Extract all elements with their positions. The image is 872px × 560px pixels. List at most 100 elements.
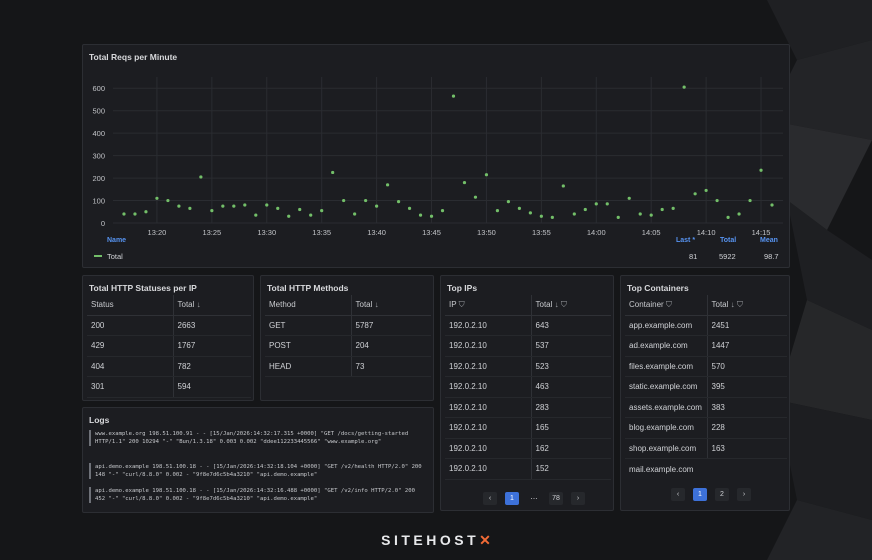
top-ips-panel: Top IPs IP ⛉ Total ↓ ⛉ 192.0.2.10 643 192…: [440, 275, 614, 511]
data-point: [287, 214, 291, 218]
col-header-total[interactable]: Total ↓: [172, 295, 251, 316]
col-header-total[interactable]: Total ↓: [350, 295, 431, 316]
log-line[interactable]: api.demo.example 198.51.100.18 - - [15/J…: [89, 463, 423, 479]
table-row: 192.0.2.10 162: [445, 438, 611, 459]
reqs-per-minute-panel: Total Reqs per Minute 0 100 200 300 400 500 60…: [82, 44, 790, 268]
prev-page-button[interactable]: ‹: [483, 492, 497, 505]
data-point: [155, 196, 159, 200]
x-tick-label: 13:25: [202, 228, 221, 237]
http-statuses-panel: Total HTTP Statuses per IP Status Total …: [82, 275, 254, 401]
data-point: [276, 206, 280, 210]
data-point: [759, 168, 763, 172]
legend-header-mean[interactable]: Mean: [760, 237, 778, 244]
x-tick-label: 14:00: [587, 228, 606, 237]
data-point: [495, 209, 500, 213]
legend-last-value: 81: [689, 252, 698, 261]
table-row: static.example.com 395: [625, 376, 787, 398]
legend-mean-value: 98.7: [764, 252, 779, 261]
y-tick-label: 600: [92, 84, 105, 93]
data-point: [342, 198, 346, 203]
data-point: [660, 207, 664, 212]
filter-icon[interactable]: ⛉: [458, 299, 465, 309]
page-2-button[interactable]: 2: [715, 488, 729, 501]
next-page-button[interactable]: ›: [737, 488, 751, 501]
panel-title: Total HTTP Methods: [267, 283, 349, 293]
data-point: [188, 206, 192, 210]
col-header-total[interactable]: Total ↓ ⛉: [706, 295, 787, 316]
col-header-total[interactable]: Total ↓ ⛉: [530, 295, 611, 316]
data-point: [254, 213, 258, 217]
data-point: [726, 215, 730, 219]
filter-icon[interactable]: ⛉: [736, 299, 743, 309]
containers-pagination: ‹ 1 2 ›: [671, 488, 751, 501]
col-header-status[interactable]: Status: [87, 295, 173, 316]
data-point: [133, 212, 137, 216]
y-tick-label: 100: [92, 197, 105, 206]
brand-x-icon: ✕: [479, 532, 491, 548]
table-row: assets.example.com 383: [625, 397, 787, 418]
next-page-button[interactable]: ›: [571, 492, 585, 505]
y-tick-label: 0: [101, 219, 105, 228]
page-1-button[interactable]: 1: [693, 488, 707, 501]
y-tick-label: 400: [92, 129, 105, 138]
data-point: [440, 209, 445, 213]
sort-desc-icon[interactable]: ↓: [554, 299, 559, 309]
prev-page-button[interactable]: ‹: [671, 488, 685, 501]
panel-title: Top Containers: [627, 283, 689, 293]
http-methods-panel: Total HTTP Methods Method Total ↓ GET 578…: [260, 275, 434, 401]
legend-header-total[interactable]: Total: [720, 237, 737, 244]
filter-icon[interactable]: ⛉: [665, 299, 672, 309]
data-point: [528, 211, 532, 215]
x-tick-label: 14:15: [752, 228, 771, 237]
panel-title: Total HTTP Statuses per IP: [89, 283, 197, 293]
data-point: [572, 212, 576, 216]
col-header-method[interactable]: Method: [265, 295, 351, 316]
x-tick-label: 13:30: [257, 228, 276, 237]
col-header-container[interactable]: Container ⛉: [625, 295, 707, 316]
containers-table: Container ⛉ Total ↓ ⛉ app.example.com 245…: [625, 295, 787, 479]
data-point: [407, 206, 412, 210]
col-header-ip[interactable]: IP ⛉: [445, 295, 531, 316]
legend-header-last[interactable]: Last *: [676, 237, 696, 244]
data-point: [649, 213, 653, 217]
data-point: [375, 204, 379, 208]
x-tick-label: 13:50: [477, 228, 496, 237]
data-point: [298, 207, 302, 212]
page-last-button[interactable]: 78: [549, 492, 563, 505]
table-row: 200 2663: [87, 315, 251, 336]
data-point: [715, 198, 719, 203]
legend-series-name[interactable]: Total: [107, 252, 123, 261]
page-1-button[interactable]: 1: [505, 492, 519, 505]
data-point: [616, 215, 620, 219]
pagination-ellipsis: ⋯: [530, 495, 538, 503]
table-row: app.example.com 2451: [625, 315, 787, 336]
log-line[interactable]: api.demo.example 198.51.100.18 - - [15/J…: [89, 487, 423, 503]
data-point: [418, 213, 423, 217]
status-table: Status Total ↓ 200 2663 429 1767 404 782 30…: [87, 295, 251, 398]
logs-panel: Logs www.example.org 198.51.100.91 - - […: [82, 407, 434, 513]
filter-icon[interactable]: ⛉: [560, 299, 567, 309]
panel-title: Top IPs: [447, 283, 478, 293]
panel-title: Logs: [89, 415, 110, 425]
sort-desc-icon[interactable]: ↓: [374, 300, 379, 310]
y-tick-label: 300: [92, 152, 105, 161]
data-point: [385, 183, 390, 187]
data-point: [517, 206, 521, 210]
methods-table: Method Total ↓ GET 5787 POST 204 HEAD 73: [265, 295, 431, 377]
log-line[interactable]: www.example.org 198.51.100.91 - - [15/Ja…: [89, 430, 423, 446]
data-point: [638, 212, 642, 216]
data-point: [396, 200, 401, 204]
data-point: [627, 196, 631, 200]
data-point: [561, 184, 565, 188]
data-point: [265, 203, 269, 207]
table-row: HEAD 73: [265, 356, 431, 377]
sort-desc-icon[interactable]: ↓: [730, 299, 735, 309]
data-point: [353, 212, 357, 216]
data-point: [243, 203, 247, 207]
x-tick-label: 13:55: [532, 228, 551, 237]
data-point: [594, 202, 598, 206]
sort-desc-icon[interactable]: ↓: [196, 300, 201, 310]
table-row: blog.example.com 228: [625, 417, 787, 439]
table-row: 404 782: [87, 356, 251, 377]
legend-total-value: 5922: [719, 252, 736, 261]
